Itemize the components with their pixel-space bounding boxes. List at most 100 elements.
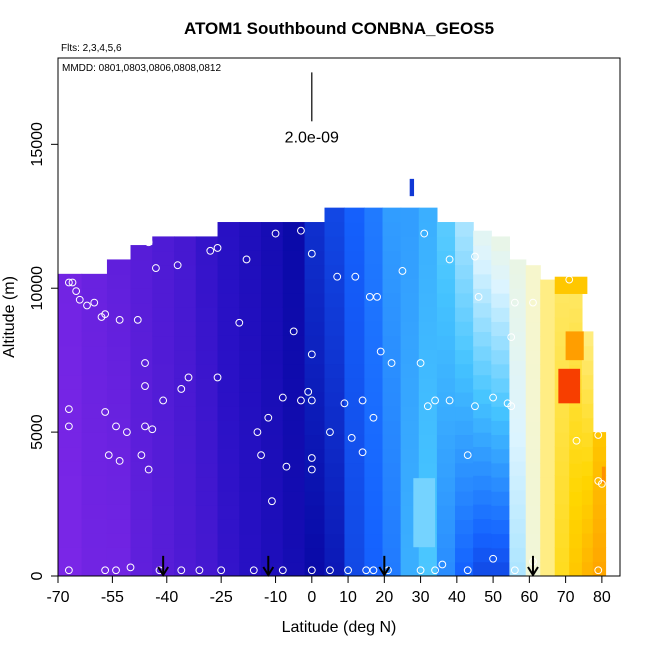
- heatmap-cell: [130, 331, 153, 347]
- heatmap-cell: [473, 403, 492, 419]
- sample-point: [115, 315, 124, 324]
- heatmap-cell: [217, 476, 240, 492]
- heatmap-cell: [282, 278, 306, 294]
- heatmap-cell: [364, 462, 384, 478]
- sample-point: [416, 359, 425, 367]
- heatmap-cell: [382, 292, 402, 308]
- heatmap-cell: [324, 476, 346, 492]
- sample-point: [333, 272, 342, 281]
- heatmap-cell: [525, 505, 541, 521]
- heatmap-cell: [130, 547, 153, 563]
- heatmap-cell: [304, 406, 326, 421]
- heatmap-cell: [509, 360, 527, 376]
- heatmap-cell: [455, 491, 474, 506]
- heatmap-cell: [473, 302, 492, 318]
- heatmap-cell: [152, 307, 175, 322]
- heatmap-cell: [217, 420, 240, 436]
- heatmap-cell: [282, 306, 306, 322]
- heatmap-cell: [418, 547, 438, 563]
- heatmap-cell: [106, 345, 132, 361]
- x-tick-label: -40: [155, 589, 178, 606]
- heatmap-cell: [554, 518, 570, 534]
- heatmap-cell: [152, 321, 175, 337]
- heatmap-cell: [491, 335, 511, 351]
- heatmap-cell: [324, 335, 346, 350]
- heatmap-cell: [400, 349, 420, 365]
- heatmap-cell: [58, 504, 83, 520]
- heatmap-cell: [152, 547, 175, 563]
- heatmap-cell: [436, 519, 456, 535]
- heatmap-cell: [130, 403, 153, 419]
- sample-point: [565, 275, 574, 284]
- heatmap-cell: [324, 235, 346, 251]
- sample-point: [173, 261, 182, 270]
- heatmap-cell: [581, 388, 594, 404]
- sample-point: [122, 428, 131, 437]
- heatmap-cell: [304, 505, 326, 520]
- heatmap-cell: [304, 222, 326, 237]
- heatmap-cell: [400, 264, 420, 280]
- latitude-arrow-head: [157, 566, 169, 577]
- heatmap-cell: [554, 489, 570, 505]
- sample-point: [307, 566, 316, 575]
- heatmap-cell: [58, 460, 83, 476]
- heatmap-cell: [195, 476, 219, 492]
- heatmap-cell: [304, 377, 326, 393]
- heatmap-cell: [239, 377, 262, 393]
- heatmap-cell: [106, 532, 132, 548]
- heatmap-cell: [130, 489, 153, 505]
- sample-point: [572, 436, 581, 445]
- x-tick-label: -55: [101, 589, 124, 606]
- heatmap-cell: [152, 377, 175, 393]
- heatmap-cell: [261, 292, 284, 308]
- heatmap-cell: [436, 335, 456, 351]
- heatmap-cell: [217, 491, 240, 506]
- sample-point: [64, 405, 73, 413]
- x-axis-label: Latitude (deg N): [282, 619, 397, 636]
- heatmap-cell: [304, 278, 326, 294]
- heatmap-cell: [554, 504, 570, 520]
- heatmap-cell: [106, 331, 132, 347]
- heatmap-cell: [455, 264, 474, 280]
- heatmap-cell: [491, 264, 511, 280]
- heatmap-cell: [282, 349, 306, 365]
- heatmap-cell: [282, 462, 306, 478]
- heatmap-cell: [581, 331, 594, 347]
- heatmap-cell: [509, 345, 527, 361]
- heatmap-cell: [525, 265, 541, 280]
- x-tick-label: 40: [448, 589, 466, 606]
- heatmap-cell: [217, 222, 240, 237]
- heatmap-cell: [525, 364, 541, 379]
- heatmap-cell: [436, 363, 456, 379]
- heatmap-cell: [491, 519, 511, 535]
- heatmap-cell: [382, 264, 402, 280]
- heatmap-cell: [282, 406, 306, 421]
- sample-point: [431, 566, 439, 575]
- heatmap-cell: [174, 491, 197, 506]
- heatmap-cell: [81, 460, 108, 476]
- heatmap-cell: [364, 476, 384, 492]
- heatmap-hotspot: [558, 368, 581, 404]
- heatmap-cell: [106, 302, 132, 318]
- heatmap-cell: [509, 403, 527, 419]
- heatmap-cell: [491, 434, 511, 450]
- heatmap-cell: [525, 279, 541, 295]
- sample-point: [307, 249, 316, 258]
- heatmap-cell: [81, 388, 108, 404]
- sample-point: [242, 255, 251, 264]
- heatmap-cell: [239, 420, 262, 436]
- heatmap-cell: [364, 505, 384, 520]
- heatmap-cell: [364, 363, 384, 379]
- heatmap-cell: [239, 222, 262, 237]
- heatmap-cell: [81, 331, 108, 347]
- heatmap-cell: [174, 377, 197, 393]
- heatmap-cell: [418, 335, 438, 350]
- heatmap-cell: [382, 250, 402, 265]
- heatmap-cell: [304, 264, 326, 280]
- heatmap-cell: [304, 321, 326, 336]
- heatmap-cell: [382, 306, 402, 322]
- heatmap-cell: [282, 434, 306, 450]
- heatmap-cell: [130, 360, 153, 376]
- heatmap-cell: [304, 306, 326, 322]
- heatmap-cell: [525, 547, 541, 563]
